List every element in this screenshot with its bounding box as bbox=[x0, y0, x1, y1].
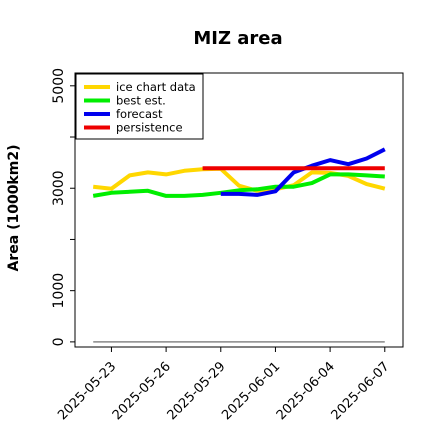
legend-label: ice chart data bbox=[116, 80, 196, 94]
series-line-best-est- bbox=[92, 172, 385, 198]
x-ticks: 2025-05-232025-05-262025-05-292025-06-01… bbox=[55, 347, 393, 423]
legend-label: best est. bbox=[116, 94, 166, 108]
y-tick-label: 3000 bbox=[51, 170, 67, 206]
y-tick-label: 1000 bbox=[51, 273, 67, 309]
y-ticks: 0 1000 3000 5000 bbox=[51, 68, 75, 346]
chart-title: MIZ area bbox=[193, 28, 282, 49]
x-tick-label: 2025-06-07 bbox=[329, 359, 393, 423]
plot-area bbox=[74, 72, 404, 348]
series-layer bbox=[92, 147, 386, 198]
series-line-ice-chart-data bbox=[92, 166, 386, 193]
legend-label: persistence bbox=[116, 121, 183, 135]
y-tick-label: 0 bbox=[51, 337, 67, 346]
legend-label: forecast bbox=[116, 107, 163, 121]
y-tick-label: 5000 bbox=[51, 68, 67, 104]
y-axis-label: Area (1000km2) bbox=[6, 145, 22, 272]
